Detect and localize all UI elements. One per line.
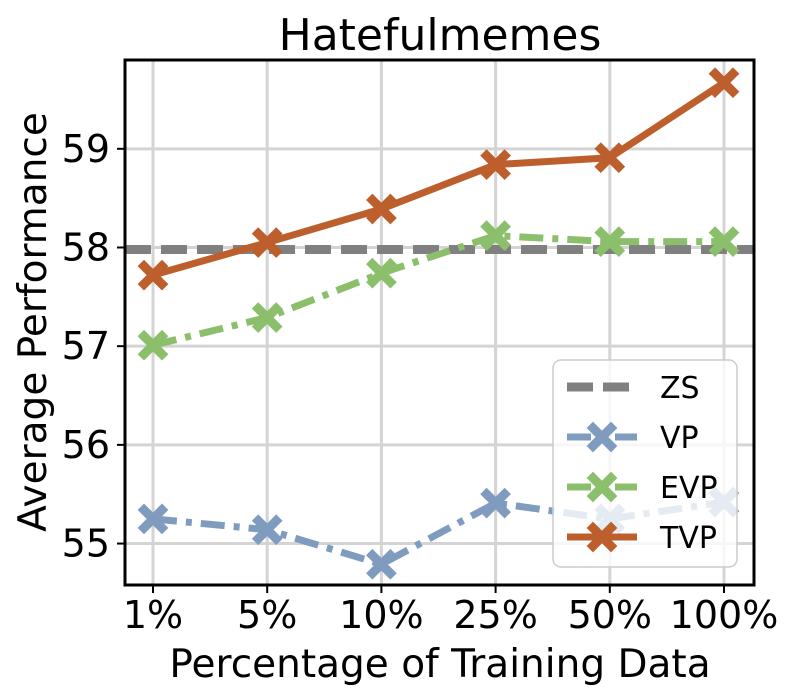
legend-label: VP — [660, 421, 699, 456]
legend-label: EVP — [660, 471, 718, 506]
x-axis-label: Percentage of Training Data — [169, 642, 710, 687]
data-point — [251, 302, 283, 333]
legend: ZS VP EVP TVP — [552, 359, 738, 568]
y-tick-label: 57 — [62, 324, 110, 368]
legend-item-evp: EVP — [567, 471, 718, 506]
chart-title: Hatefulmemes — [279, 10, 602, 61]
series-tvp — [137, 67, 740, 291]
y-axis-label: Average Performance — [11, 112, 56, 532]
x-ticks: 1% 5% 10% 25% 50% 100% — [123, 585, 778, 637]
series-line — [152, 232, 724, 349]
data-point — [251, 514, 283, 546]
legend-box — [552, 359, 738, 568]
x-tick-label: 5% — [237, 593, 297, 637]
data-point — [137, 503, 169, 535]
series-line — [152, 79, 726, 279]
y-ticks: 55 56 57 58 59 — [62, 127, 125, 566]
x-tick-label: 10% — [339, 593, 423, 637]
y-tick-label: 59 — [62, 127, 110, 171]
legend-marker — [586, 421, 618, 453]
data-point — [480, 220, 511, 252]
data-point — [480, 149, 511, 180]
y-tick-label: 55 — [62, 522, 110, 566]
legend-label: ZS — [660, 371, 700, 406]
data-point — [480, 487, 511, 519]
data-point — [366, 257, 397, 289]
data-point — [366, 548, 397, 580]
y-tick-label: 56 — [62, 423, 110, 467]
legend-marker — [586, 521, 618, 553]
data-point — [137, 259, 169, 291]
legend-item-tvp: TVP — [567, 521, 717, 556]
y-tick-label: 58 — [62, 226, 110, 270]
series-evp — [137, 220, 740, 361]
x-tick-label: 100% — [670, 593, 779, 637]
legend-item-zs: ZS — [567, 371, 700, 406]
legend-marker — [586, 471, 618, 503]
data-point — [366, 193, 397, 225]
legend-item-vp: VP — [567, 421, 699, 456]
data-point — [137, 329, 169, 361]
data-point — [708, 67, 740, 99]
data-point — [594, 142, 626, 174]
data-point — [708, 226, 740, 257]
x-tick-label: 25% — [453, 593, 537, 637]
x-tick-label: 50% — [568, 593, 652, 637]
data-point — [251, 227, 283, 258]
x-tick-label: 1% — [123, 593, 183, 637]
legend-label: TVP — [659, 521, 717, 556]
data-point — [594, 226, 626, 257]
plot-frame — [123, 58, 756, 587]
